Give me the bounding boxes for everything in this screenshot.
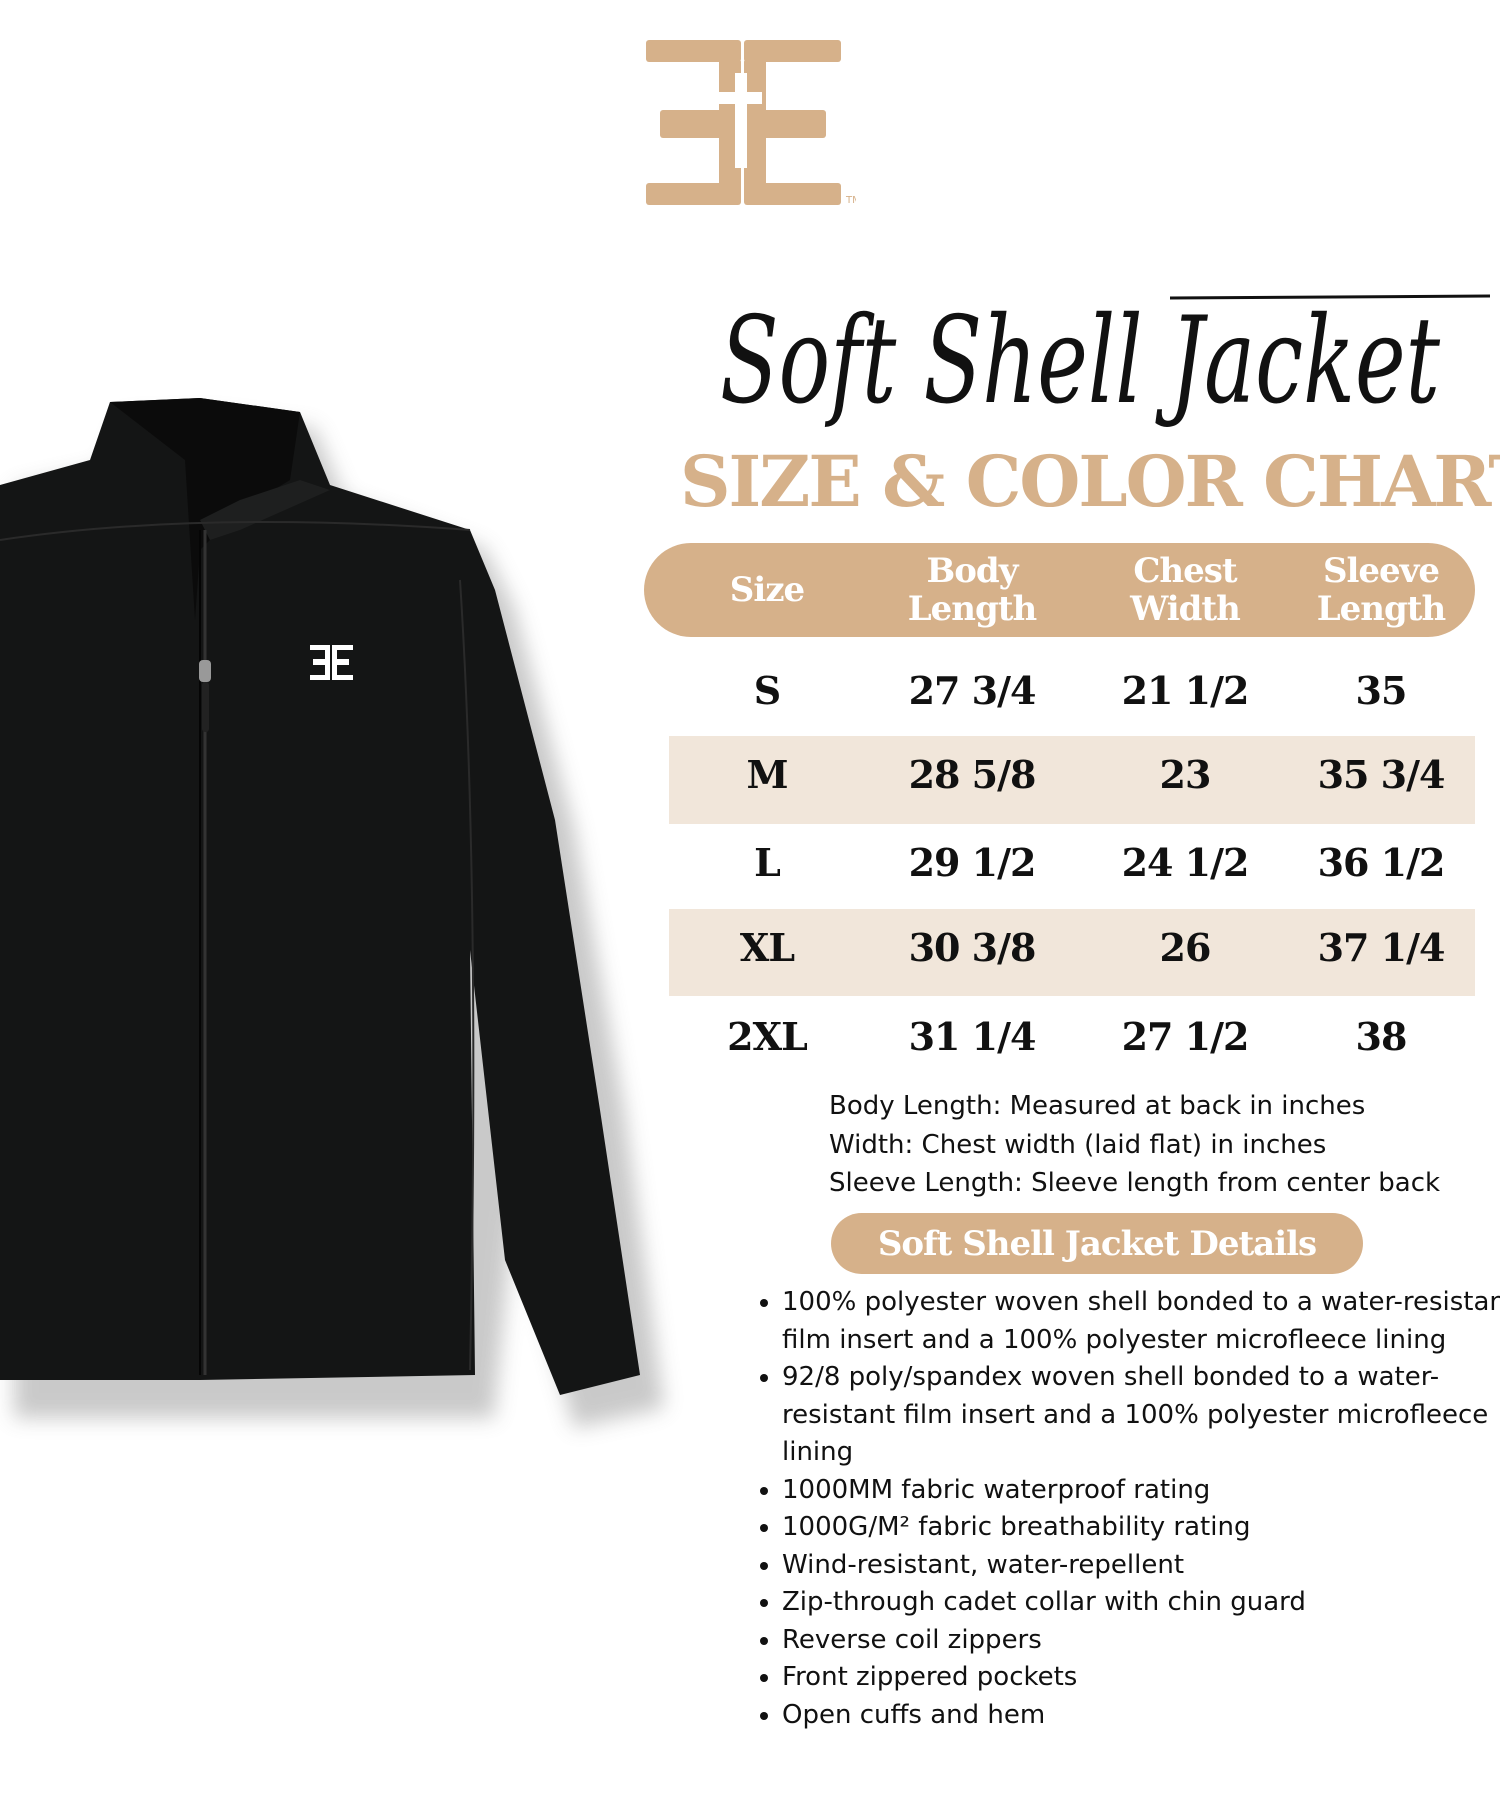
jacket-photo (0, 398, 664, 1428)
cell-body-length: 29 1/2 (908, 840, 1037, 885)
details-title: Soft Shell Jacket Details (831, 1213, 1363, 1274)
cell-body-length: 28 5/8 (908, 752, 1037, 797)
header-size: Size (729, 570, 805, 610)
header-chest-width: Chest Width (1130, 551, 1241, 629)
cell-sleeve-length: 35 3/4 (1317, 752, 1446, 797)
details-list: 100% polyester woven shell bonded to a w… (750, 1284, 1500, 1734)
chart-title: SIZE & COLOR CHART (680, 440, 1500, 523)
cell-chest-width: 21 1/2 (1121, 668, 1250, 713)
cell-chest-width: 26 (1159, 925, 1212, 970)
script-title: Soft Shell Jacket (720, 292, 1491, 431)
cell-size: 2XL (727, 1014, 808, 1059)
list-item: 1000MM fabric waterproof rating (782, 1472, 1500, 1510)
measurement-notes: Body Length: Measured at back in inches … (829, 1087, 1440, 1203)
cell-chest-width: 27 1/2 (1121, 1014, 1250, 1059)
cell-sleeve-length: 35 (1355, 668, 1408, 713)
list-item: Wind-resistant, water-repellent (782, 1547, 1500, 1585)
list-item: 92/8 poly/spandex woven shell bonded to … (782, 1359, 1500, 1472)
script-title-text: Soft Shell Jacket (720, 292, 1441, 431)
cell-size: XL (739, 925, 795, 970)
cell-sleeve-length: 38 (1355, 1014, 1408, 1059)
cell-chest-width: 24 1/2 (1121, 840, 1250, 885)
cell-size: L (754, 840, 781, 885)
note-chest-width: Width: Chest width (laid flat) in inches (829, 1129, 1327, 1160)
cell-sleeve-length: 37 1/4 (1317, 925, 1446, 970)
list-item: 100% polyester woven shell bonded to a w… (782, 1284, 1500, 1359)
list-item: Open cuffs and hem (782, 1697, 1500, 1735)
header-body-length: Body Length (907, 551, 1037, 629)
cell-body-length: 30 3/8 (908, 925, 1037, 970)
size-table-header: Size Body Length Chest Width Sleeve Leng… (644, 543, 1475, 637)
list-item: Front zippered pockets (782, 1659, 1500, 1697)
cell-size: S (753, 668, 781, 713)
list-item: 1000G/M² fabric breathability rating (782, 1509, 1500, 1547)
row-band-m (669, 736, 1475, 824)
list-item: Reverse coil zippers (782, 1622, 1500, 1660)
cell-sleeve-length: 36 1/2 (1317, 840, 1446, 885)
cell-chest-width: 23 (1159, 752, 1212, 797)
header-sleeve-length: Sleeve Length (1316, 551, 1446, 629)
cell-body-length: 27 3/4 (908, 668, 1037, 713)
note-sleeve-length: Sleeve Length: Sleeve length from center… (829, 1168, 1441, 1198)
row-band-xl (669, 909, 1475, 996)
svg-text:TM: TM (845, 195, 856, 205)
brand-logo: TM (646, 40, 856, 205)
list-item: Zip-through cadet collar with chin guard (782, 1584, 1500, 1622)
cell-body-length: 31 1/4 (908, 1014, 1037, 1059)
cell-size: M (746, 752, 788, 797)
note-body-length: Body Length: Measured at back in inches (829, 1091, 1366, 1121)
